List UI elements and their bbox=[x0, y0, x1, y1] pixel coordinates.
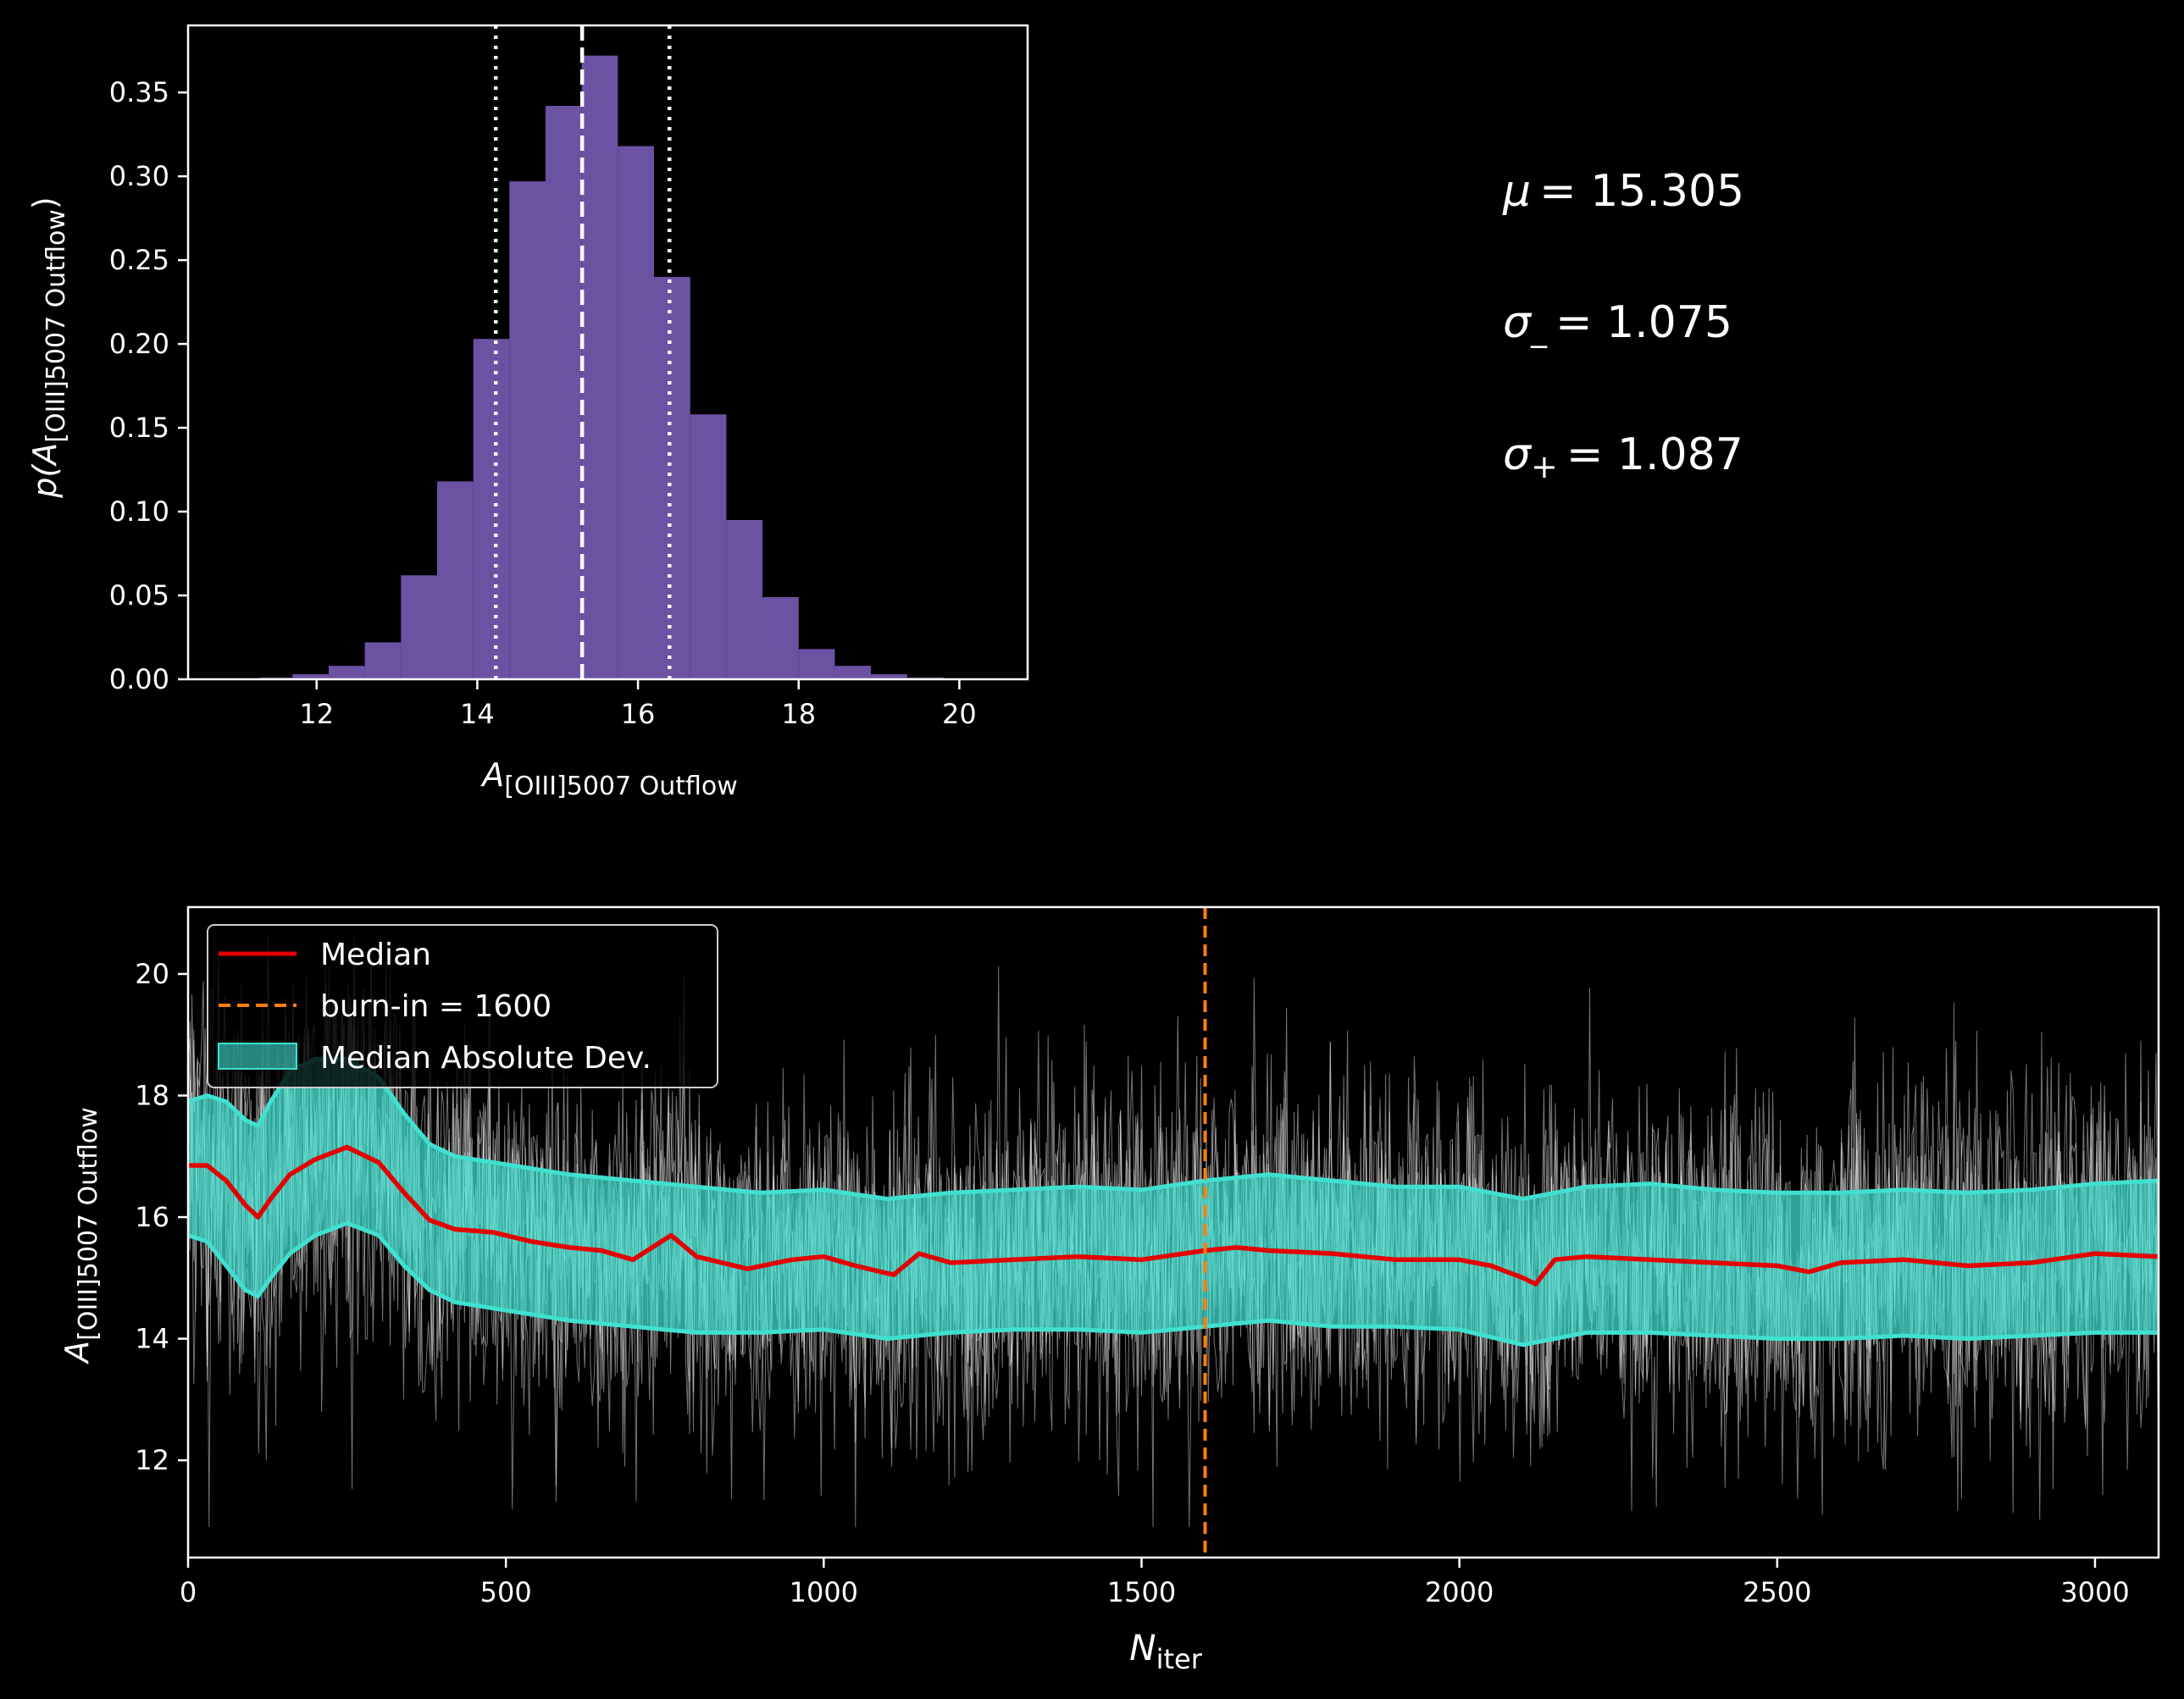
histogram-y-tick-label: 0.20 bbox=[109, 328, 169, 360]
trace-legend: Median burn-in = 1600 Median Absolute De… bbox=[208, 925, 718, 1087]
histogram-x-tick-label: 12 bbox=[299, 698, 334, 730]
trace-y-tick-label: 14 bbox=[135, 1323, 169, 1355]
histogram-y-tick-label: 0.10 bbox=[109, 495, 169, 528]
trace-x-tick-label: 1000 bbox=[790, 1576, 858, 1608]
stat-sigma-minus-symbol: σ bbox=[1503, 297, 1533, 348]
trace-y-tick-label: 18 bbox=[135, 1080, 169, 1112]
histogram-y-tick-label: 0.15 bbox=[109, 412, 169, 444]
histogram-y-label-sub: [OIII]5007 Outflow bbox=[42, 209, 71, 443]
stat-sigma-plus-value: = 1.087 bbox=[1566, 429, 1743, 480]
histogram-y-label-pre: p( bbox=[26, 463, 64, 499]
trace-y-label-main: A bbox=[58, 1341, 96, 1365]
histogram-y-tick-label: 0.30 bbox=[109, 160, 169, 192]
trace-x-tick-label: 2500 bbox=[1743, 1576, 1811, 1608]
histogram-y-tick-label: 0.00 bbox=[109, 663, 169, 695]
trace-y-tick-label: 20 bbox=[135, 958, 169, 990]
trace-x-tick-label: 2000 bbox=[1425, 1576, 1494, 1608]
histogram-bar bbox=[762, 597, 799, 679]
stat-sigma-plus-symbol: σ bbox=[1503, 429, 1533, 480]
trace-x-label-sub: iter bbox=[1156, 1643, 1203, 1675]
histogram-y-tick-label: 0.05 bbox=[109, 579, 169, 612]
trace-x-tick-label: 0 bbox=[180, 1576, 197, 1608]
legend-median-label: Median bbox=[320, 938, 431, 972]
trace-x-tick-label: 1500 bbox=[1107, 1576, 1176, 1608]
trace-x-tick-label: 500 bbox=[480, 1576, 532, 1608]
stat-sigma-minus-value: = 1.075 bbox=[1555, 297, 1732, 348]
histogram-x-tick-label: 20 bbox=[942, 698, 977, 730]
histogram-bar bbox=[834, 666, 871, 679]
histogram-bar bbox=[618, 147, 654, 679]
stat-sigma-plus-sub: + bbox=[1531, 448, 1558, 485]
histogram-y-label-main: A bbox=[26, 443, 64, 468]
histogram-bar bbox=[474, 339, 510, 679]
trace-x-tick-label: 3000 bbox=[2060, 1576, 2129, 1608]
histogram-x-tick-label: 14 bbox=[460, 698, 495, 730]
histogram-x-label-main: A bbox=[479, 756, 504, 794]
stat-mu-value: = 15.305 bbox=[1539, 166, 1744, 217]
histogram-bar bbox=[690, 414, 727, 679]
histogram-x-label-sub: [OIII]5007 Outflow bbox=[504, 772, 738, 801]
histogram-bar bbox=[437, 481, 474, 679]
histogram-y-label-post: ) bbox=[26, 196, 64, 209]
trace-x-label-main: N bbox=[1129, 1627, 1156, 1669]
trace-y-tick-label: 12 bbox=[135, 1444, 169, 1476]
legend-burn-in-label: burn-in = 1600 bbox=[320, 989, 552, 1024]
histogram-bar bbox=[726, 520, 762, 679]
histogram-bar bbox=[509, 181, 546, 679]
histogram-y-tick-label: 0.35 bbox=[109, 76, 169, 108]
trace-y-label-sub: [OIII]5007 Outflow bbox=[74, 1107, 103, 1341]
legend-mad-label: Median Absolute Dev. bbox=[320, 1041, 651, 1076]
histogram-bar bbox=[401, 575, 437, 679]
trace-y-tick-label: 16 bbox=[135, 1201, 169, 1233]
histogram-y-tick-label: 0.25 bbox=[109, 244, 169, 276]
stat-mu-symbol: μ bbox=[1502, 166, 1531, 217]
histogram-x-tick-label: 16 bbox=[621, 698, 656, 730]
histogram-bar bbox=[654, 277, 690, 679]
histogram-bar bbox=[582, 56, 618, 679]
histogram-bar bbox=[546, 106, 582, 679]
stat-sigma-minus-sub: _ bbox=[1530, 311, 1548, 348]
histogram-x-tick-label: 18 bbox=[781, 698, 816, 730]
histogram-bar bbox=[365, 642, 402, 679]
histogram-bar bbox=[329, 666, 365, 679]
histogram-bar bbox=[799, 649, 835, 679]
legend-mad-swatch bbox=[219, 1043, 297, 1069]
